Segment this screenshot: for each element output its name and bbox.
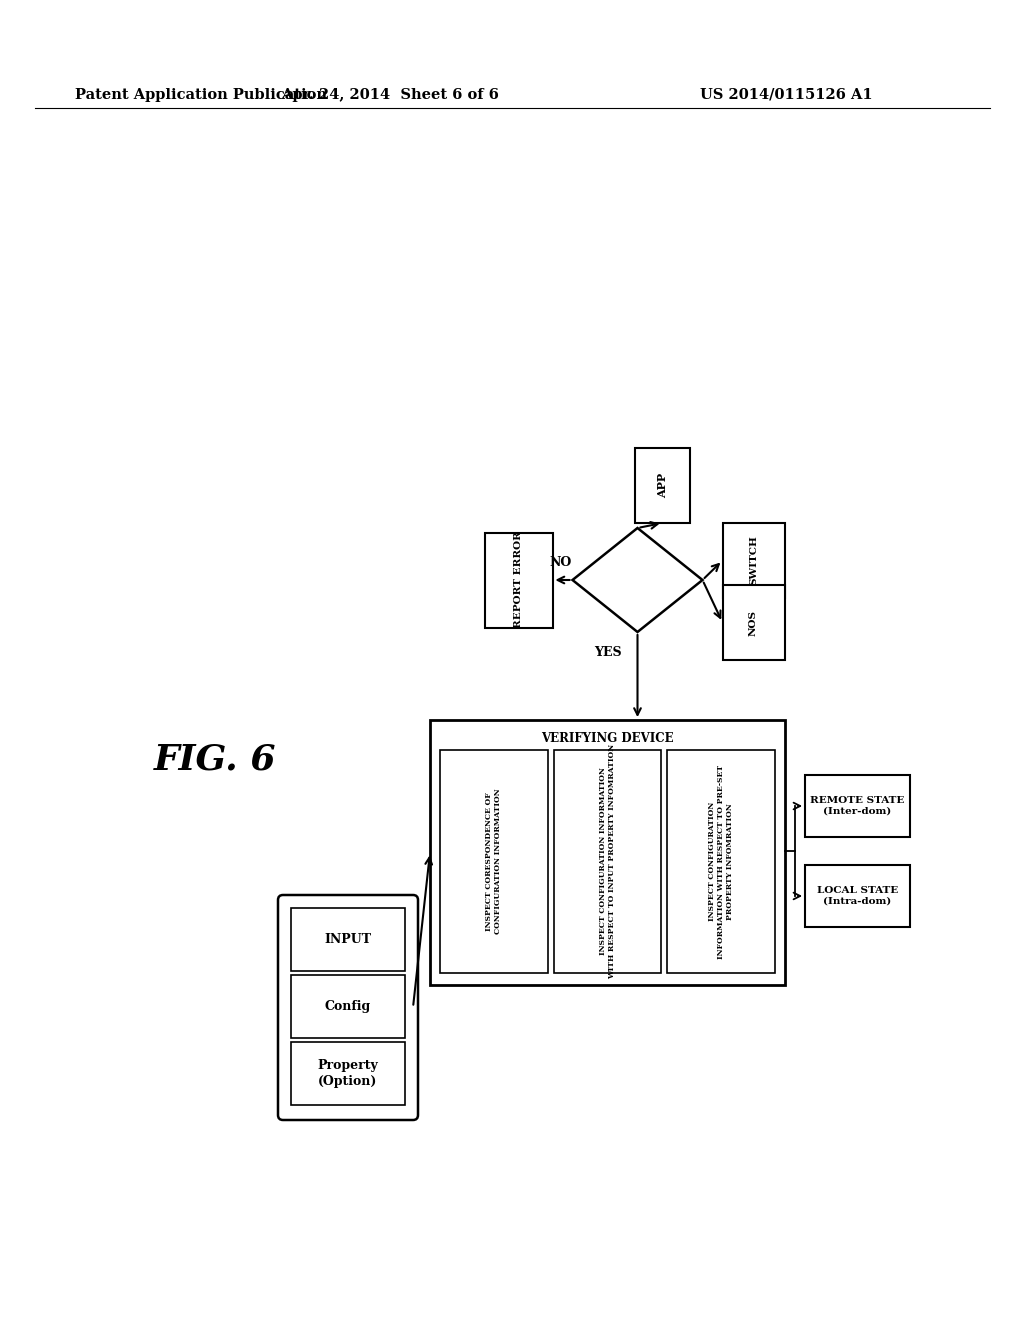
Bar bbox=[668, 750, 775, 973]
Text: INSPECT CONFIGURATION INFORMATION
WITH RESPECT TO INPUT PROPERTY INFOMRATION: INSPECT CONFIGURATION INFORMATION WITH R… bbox=[599, 744, 616, 979]
Text: REPORT ERROR: REPORT ERROR bbox=[514, 532, 523, 628]
Text: Property
(Option): Property (Option) bbox=[317, 1060, 379, 1088]
Bar bbox=[635, 447, 690, 523]
Bar bbox=[554, 750, 662, 973]
Text: LOCAL STATE
(Intra-dom): LOCAL STATE (Intra-dom) bbox=[817, 886, 898, 906]
Text: YES: YES bbox=[594, 645, 622, 659]
Bar bbox=[430, 719, 785, 985]
Text: INPUT: INPUT bbox=[325, 933, 372, 946]
Bar bbox=[291, 975, 406, 1038]
Text: US 2014/0115126 A1: US 2014/0115126 A1 bbox=[700, 88, 872, 102]
Text: INSPECT CONFIGURATION
INFORMATION WITH RESPECT TO PRE-SET
PROPERTY INFOMRATION: INSPECT CONFIGURATION INFORMATION WITH R… bbox=[708, 764, 734, 958]
FancyBboxPatch shape bbox=[278, 895, 418, 1119]
Text: INSPECT CORESPONDENCE OF
CONFIGURATION INFORMATION: INSPECT CORESPONDENCE OF CONFIGURATION I… bbox=[485, 788, 503, 935]
Bar bbox=[291, 1041, 406, 1105]
Bar bbox=[291, 908, 406, 972]
Bar bbox=[440, 750, 548, 973]
Text: APP: APP bbox=[657, 473, 668, 498]
Bar bbox=[805, 775, 910, 837]
Bar bbox=[484, 532, 553, 627]
Text: FIG. 6: FIG. 6 bbox=[154, 743, 276, 777]
Text: VERIFYING DEVICE: VERIFYING DEVICE bbox=[542, 731, 674, 744]
Text: NOS: NOS bbox=[749, 610, 758, 635]
Text: Patent Application Publication: Patent Application Publication bbox=[75, 88, 327, 102]
Bar bbox=[723, 523, 784, 598]
Text: NO: NO bbox=[549, 556, 571, 569]
Text: REMOTE STATE
(Inter-dom): REMOTE STATE (Inter-dom) bbox=[810, 796, 904, 816]
Text: Apr. 24, 2014  Sheet 6 of 6: Apr. 24, 2014 Sheet 6 of 6 bbox=[281, 88, 499, 102]
Bar bbox=[805, 865, 910, 927]
Bar bbox=[723, 585, 784, 660]
Text: Config: Config bbox=[325, 1001, 371, 1012]
Text: SWITCH: SWITCH bbox=[749, 536, 758, 586]
